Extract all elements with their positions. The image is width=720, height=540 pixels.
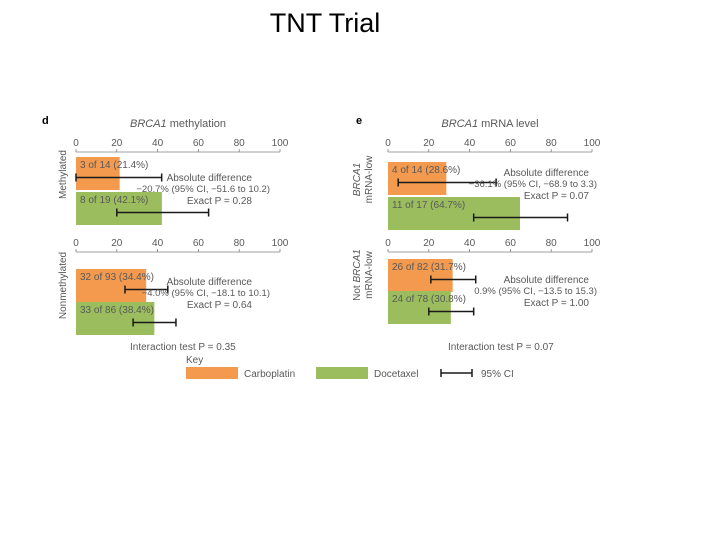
panel-e-tick-label: 60: [505, 138, 517, 149]
panel-e-diff-title: Absolute difference: [504, 275, 590, 286]
panel-d-tick-label: 100: [272, 138, 289, 149]
panel-d-diff-value: −4.0% (95% CI, −18.1 to 10.1): [142, 288, 270, 299]
panel-d-tick-label: 60: [193, 238, 205, 249]
key-label: Carboplatin: [244, 369, 295, 380]
panel-e-diff-title: Absolute difference: [504, 168, 590, 179]
panel-e-tick-label: 40: [464, 238, 476, 249]
panel-e-tick-label: 80: [546, 238, 558, 249]
panel-e-tick-label: 0: [385, 238, 391, 249]
panel-e-data-label: 26 of 82 (31.7%): [392, 262, 466, 273]
panel-e-tick-label: 60: [505, 238, 517, 249]
panel-e-interaction-test: Interaction test P = 0.07: [448, 342, 554, 353]
panel-e-tick-label: 80: [546, 138, 558, 149]
panel-e-tick-label: 0: [385, 138, 391, 149]
panel-e-bar-carboplatin: [388, 259, 453, 292]
panel-d-diff-p: Exact P = 0.64: [187, 300, 253, 311]
panel-d-bar-docetaxel: [76, 192, 162, 225]
panel-d-group-label: Methylated: [58, 150, 69, 199]
panel-e-bar-docetaxel: [388, 197, 520, 230]
panel-d-tick-label: 0: [73, 138, 79, 149]
panel-d-tick-label: 0: [73, 238, 79, 249]
panel-d-group-label: Nonmethylated: [58, 252, 69, 319]
panel-d-tick-label: 40: [152, 138, 164, 149]
panel-e-tick-label: 20: [423, 238, 435, 249]
panel-d-diff-value: −20.7% (95% CI, −51.6 to 10.2): [136, 184, 270, 195]
panel-d-tick-label: 80: [234, 138, 246, 149]
panel-e-data-label: 4 of 14 (28.6%): [392, 165, 460, 176]
panel-d-diff-p: Exact P = 0.28: [187, 196, 253, 207]
panel-d-diff-title: Absolute difference: [167, 173, 253, 184]
panel-d-tick-label: 60: [193, 138, 205, 149]
panel-e-diff-value: 0.9% (95% CI, −13.5 to 15.3): [474, 286, 597, 297]
panel-d-bar-carboplatin: [76, 157, 120, 190]
panel-e-tick-label: 100: [584, 138, 601, 149]
panel-e-tick-label: 40: [464, 138, 476, 149]
panel-e-group-label-line2: mRNA-low: [364, 155, 375, 204]
panel-e-group-label-line2: mRNA-low: [364, 250, 375, 299]
panel-e-bar-docetaxel: [388, 291, 451, 324]
key-label: Docetaxel: [374, 369, 418, 380]
panel-d-interaction-test: Interaction test P = 0.35: [130, 342, 236, 353]
panel-e-group-label: Not BRCA1: [352, 249, 363, 301]
panel-e-diff-p: Exact P = 1.00: [524, 298, 590, 309]
key-swatch-carboplatin: [186, 367, 238, 379]
panel-d-data-label: 8 of 19 (42.1%): [80, 195, 148, 206]
panel-d-tick-label: 20: [111, 138, 123, 149]
panel-d-data-label: 3 of 14 (21.4%): [80, 160, 148, 171]
panel-e-data-label: 24 of 78 (30.8%): [392, 294, 466, 305]
panel-e-tick-label: 100: [584, 238, 601, 249]
panel-e-diff-p: Exact P = 0.07: [524, 191, 590, 202]
panel-d-bar-carboplatin: [76, 269, 147, 302]
panel-e-diff-value: −36.1% (95% CI, −68.9 to 3.3): [469, 179, 597, 190]
panel-d-data-label: 33 of 86 (38.4%): [80, 305, 154, 316]
panel-d-tick-label: 40: [152, 238, 164, 249]
panel-d-tick-label: 20: [111, 238, 123, 249]
key-label: 95% CI: [481, 369, 514, 380]
panel-e-tick-label: 20: [423, 138, 435, 149]
panel-d-letter: d: [42, 115, 49, 127]
panel-d-tick-label: 100: [272, 238, 289, 249]
slide-title: TNT Trial: [269, 8, 381, 38]
panel-d-data-label: 32 of 93 (34.4%): [80, 272, 154, 283]
panel-e-title: BRCA1 mRNA level: [441, 118, 538, 130]
panel-d-tick-label: 80: [234, 238, 246, 249]
panel-e-group-label: BRCA1: [352, 163, 363, 196]
panel-e-data-label: 11 of 17 (64.7%): [392, 200, 465, 211]
key-swatch-docetaxel: [316, 367, 368, 379]
key-title: Key: [186, 355, 203, 366]
panel-e-letter: e: [356, 115, 362, 127]
panel-d-diff-title: Absolute difference: [167, 277, 253, 288]
panel-d-bar-docetaxel: [76, 302, 155, 335]
panel-d-title: BRCA1 methylation: [130, 118, 226, 130]
